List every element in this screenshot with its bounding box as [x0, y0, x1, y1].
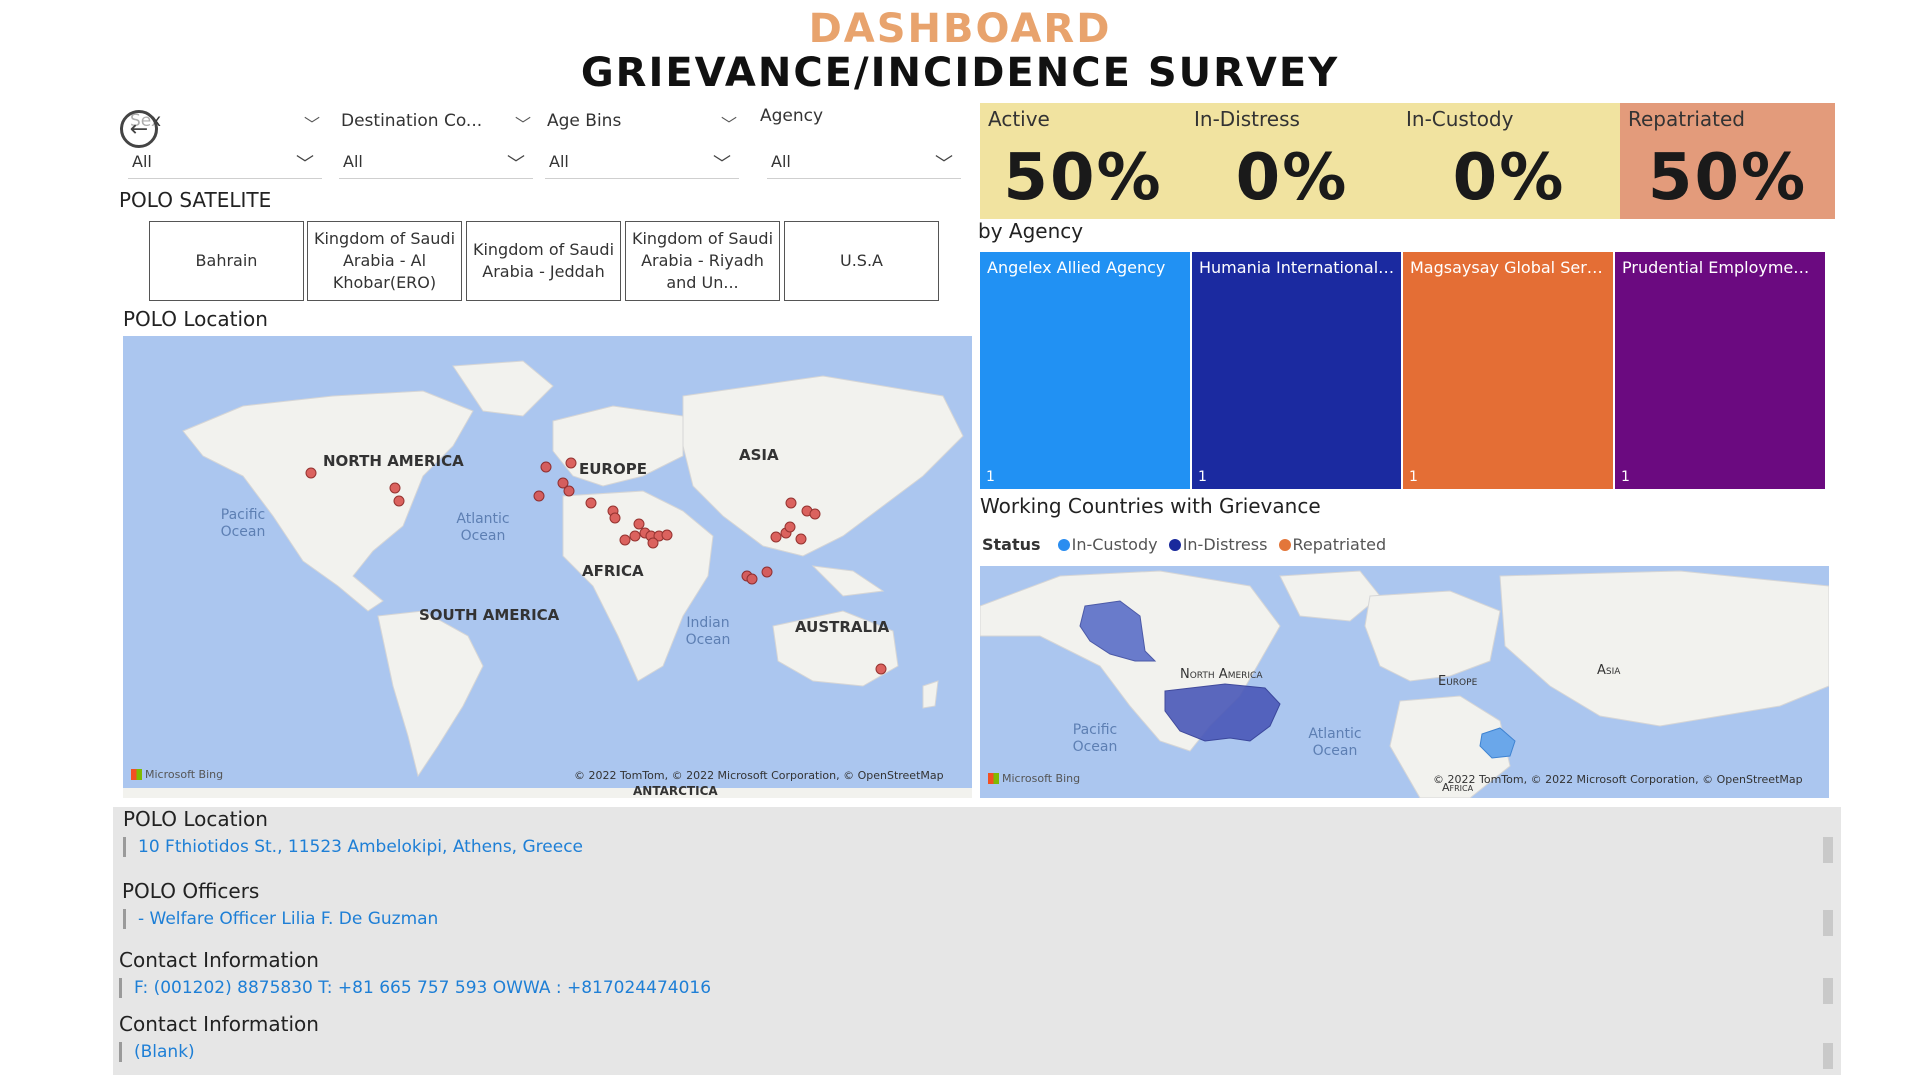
- legend-title: Status: [982, 535, 1041, 554]
- kpi-repatriated: Repatriated 50%: [1620, 103, 1835, 219]
- slicer-agency-label: Agency: [760, 106, 824, 126]
- info-panel: POLO Location 10 Fthiotidos St., 11523 A…: [113, 807, 1841, 1075]
- tile-count: 1: [986, 469, 995, 485]
- map-label-pacific: Pacific Ocean: [1072, 722, 1118, 755]
- working-countries-map[interactable]: North America Europe Asia Africa Pacific…: [980, 566, 1829, 798]
- map-label-africa: Africa: [1442, 781, 1474, 794]
- agency-tile-prudential[interactable]: Prudential Employment... 1: [1615, 252, 1825, 489]
- map-label-indian: Indian Ocean: [685, 615, 731, 648]
- map-label-asia: Asia: [1597, 663, 1621, 678]
- dashboard-subtitle: GRIEVANCE/INCIDENCE SURVEY: [580, 50, 1340, 96]
- map-label-asia: ASIA: [739, 446, 779, 464]
- agency-tile-angelex[interactable]: Angelex Allied Agency 1: [980, 252, 1190, 489]
- tile-label: Prudential Employment...: [1622, 258, 1819, 277]
- microsoft-bing-logo: Microsoft Bing: [988, 772, 1080, 785]
- status-legend: Status In-Custody In-Distress Repatriate…: [982, 535, 1386, 554]
- map-label-north-america: NORTH AMERICA: [323, 452, 464, 470]
- map-label-atlantic: Atlantic Ocean: [456, 511, 510, 544]
- choropleth-shapes: [980, 570, 1829, 798]
- legend-item-in-distress[interactable]: In-Distress: [1182, 535, 1268, 554]
- tile-count: 1: [1621, 469, 1630, 485]
- chevron-down-icon: ﹀: [713, 154, 731, 175]
- scrollbar[interactable]: [1823, 837, 1833, 863]
- map-label-europe: EUROPE: [579, 460, 647, 478]
- map-attribution[interactable]: © 2022 TomTom, © 2022 Microsoft Corporat…: [1433, 773, 1803, 786]
- polo-location-map[interactable]: NORTH AMERICA EUROPE ASIA AFRICA SOUTH A…: [123, 336, 972, 798]
- info-value-polo-officers[interactable]: - Welfare Officer Lilia F. De Guzman: [123, 909, 438, 929]
- polo-button-bahrain[interactable]: Bahrain: [149, 221, 304, 301]
- map-label-north-america: North America: [1180, 667, 1263, 682]
- tile-label: Magsaysay Global Serv...: [1410, 258, 1607, 277]
- info-title-polo-officers: POLO Officers: [122, 879, 260, 903]
- kpi-value: 50%: [1647, 141, 1808, 215]
- scrollbar[interactable]: [1823, 1043, 1833, 1069]
- map-label-pacific: Pacific Ocean: [220, 507, 266, 540]
- chevron-down-icon[interactable]: ﹀: [720, 115, 737, 134]
- info-value-contact-information[interactable]: F: (001202) 8875830 T: +81 665 757 593 O…: [119, 978, 711, 998]
- working-countries-title: Working Countries with Grievance: [980, 494, 1321, 518]
- polo-button-al-khobar[interactable]: Kingdom of Saudi Arabia - Al Khobar(ERO): [307, 221, 462, 301]
- tile-label: Angelex Allied Agency: [987, 258, 1166, 277]
- slicer-age-dropdown[interactable]: All ﹀: [545, 145, 739, 179]
- kpi-in-distress: In-Distress 0%: [1186, 103, 1398, 219]
- agency-tile-magsaysay[interactable]: Magsaysay Global Serv... 1: [1403, 252, 1613, 489]
- slicer-sex-dropdown[interactable]: All ﹀: [128, 145, 322, 179]
- info-title-contact-information: Contact Information: [119, 948, 319, 972]
- polo-button-usa[interactable]: U.S.A: [784, 221, 939, 301]
- kpi-label: Active: [988, 107, 1050, 131]
- slicer-age-label: Age Bins ﹀: [547, 111, 737, 134]
- world-map-shapes: [123, 360, 972, 798]
- chevron-down-icon: ﹀: [296, 154, 314, 175]
- dashboard-title: DASHBOARD: [808, 6, 1112, 52]
- polo-button-jeddah[interactable]: Kingdom of Saudi Arabia - Jeddah: [466, 221, 621, 301]
- map-label-africa: AFRICA: [582, 562, 644, 580]
- slicer-destination-dropdown[interactable]: All ﹀: [339, 145, 533, 179]
- chevron-down-icon[interactable]: ﹀: [303, 115, 320, 134]
- info-value-polo-location[interactable]: 10 Fthiotidos St., 11523 Ambelokipi, Ath…: [123, 837, 583, 857]
- chevron-down-icon[interactable]: ﹀: [514, 115, 531, 134]
- kpi-value: 0%: [1452, 141, 1566, 215]
- kpi-label: In-Custody: [1406, 107, 1514, 131]
- slicer-sex-label: Sex﹀: [130, 111, 320, 134]
- legend-item-in-custody[interactable]: In-Custody: [1071, 535, 1158, 554]
- map-label-europe: Europe: [1438, 674, 1478, 689]
- back-arrow-icon[interactable]: ←: [120, 110, 158, 148]
- kpi-in-custody: In-Custody 0%: [1398, 103, 1620, 219]
- polo-button-riyadh[interactable]: Kingdom of Saudi Arabia - Riyadh and Un.…: [625, 221, 780, 301]
- chevron-down-icon: ﹀: [507, 154, 525, 175]
- map-label-antarctica: ANTARCTICA: [633, 784, 718, 798]
- slicer-agency-dropdown[interactable]: All ﹀: [767, 145, 961, 179]
- kpi-value: 50%: [1003, 141, 1163, 215]
- map-label-atlantic: Atlantic Ocean: [1308, 726, 1362, 759]
- info-title-polo-location: POLO Location: [123, 807, 268, 831]
- legend-item-repatriated[interactable]: Repatriated: [1292, 535, 1387, 554]
- microsoft-bing-logo: Microsoft Bing: [131, 768, 223, 781]
- scrollbar[interactable]: [1823, 978, 1833, 1004]
- agency-tile-humania[interactable]: Humania International ... 1: [1192, 252, 1401, 489]
- tile-count: 1: [1409, 469, 1418, 485]
- chevron-down-icon: ﹀: [935, 154, 953, 175]
- kpi-label: In-Distress: [1194, 107, 1300, 131]
- tile-count: 1: [1198, 469, 1207, 485]
- polo-location-title: POLO Location: [123, 307, 268, 331]
- legend-dot-in-distress: [1168, 539, 1181, 551]
- slicer-destination-label: Destination Co... ﹀: [341, 111, 531, 134]
- kpi-active: Active 50%: [980, 103, 1186, 219]
- map-attribution[interactable]: © 2022 TomTom, © 2022 Microsoft Corporat…: [574, 769, 944, 782]
- legend-dot-repatriated: [1278, 539, 1291, 551]
- kpi-value: 0%: [1235, 141, 1349, 215]
- polo-satelite-title: POLO SATELITE: [119, 188, 272, 212]
- tile-label: Humania International ...: [1199, 258, 1395, 277]
- legend-dot-in-custody: [1057, 539, 1070, 551]
- scrollbar[interactable]: [1823, 910, 1833, 936]
- kpi-label: Repatriated: [1628, 107, 1745, 131]
- info-title-contact-information-2: Contact Information: [119, 1012, 319, 1036]
- map-label-south-america: SOUTH AMERICA: [419, 606, 560, 624]
- info-value-contact-information-2[interactable]: (Blank): [119, 1042, 195, 1062]
- by-agency-title: by Agency: [978, 219, 1084, 243]
- map-label-australia: AUSTRALIA: [795, 618, 890, 636]
